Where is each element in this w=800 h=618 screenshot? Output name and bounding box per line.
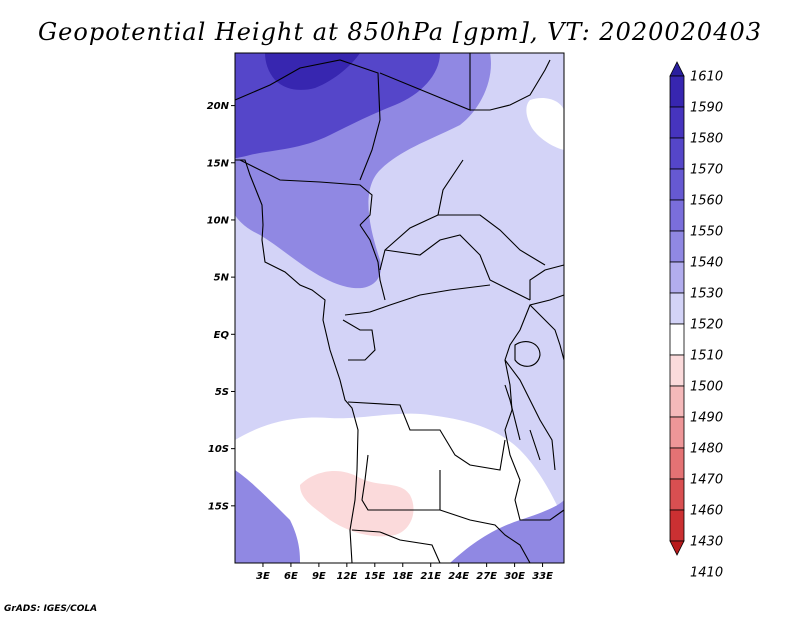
colorbar-swatch xyxy=(669,323,685,356)
lon-tick-label: 27E xyxy=(476,571,497,582)
colorbar-swatch xyxy=(669,230,685,263)
lat-tick-label: 20N xyxy=(207,101,230,112)
border-zambia-zimbabwe xyxy=(439,509,531,564)
height-field-southern-ring xyxy=(235,470,300,563)
colorbar-label: 1470 xyxy=(690,473,723,488)
colorbar-label: 1430 xyxy=(690,535,723,550)
lon-tick-label: 24E xyxy=(448,571,469,582)
colorbar-label: 1500 xyxy=(690,380,723,395)
lake-malawi xyxy=(529,429,541,461)
lon-tick-label: 15E xyxy=(364,571,385,582)
border-sudan-southsudan xyxy=(438,214,546,266)
border-namibia xyxy=(351,529,441,564)
border-cameroon xyxy=(359,224,386,301)
border-kenya xyxy=(529,304,565,361)
colorbar-label: 1610 xyxy=(690,70,723,85)
lon-tick-label: 3E xyxy=(256,571,270,582)
lon-tick-label: 6E xyxy=(284,571,298,582)
lon-tick-label: 30E xyxy=(504,571,525,582)
colorbar-label: 1510 xyxy=(690,349,723,364)
colorbar-swatch xyxy=(669,540,685,556)
country-borders xyxy=(234,53,565,564)
lat-tick-label: 15N xyxy=(207,158,230,169)
colorbar-swatch xyxy=(669,416,685,449)
colorbar: 1610 1590 1580 1570 1560 1550 1540 1530 1520 1510… xyxy=(669,61,723,581)
border-libya-chad xyxy=(234,59,381,181)
border-drc-angola xyxy=(347,401,506,471)
colorbar-label: 1480 xyxy=(690,442,723,457)
border-drc-north xyxy=(344,284,491,316)
colorbar-label: 1580 xyxy=(690,132,723,147)
chart-title: Geopotential Height at 850hPa [gpm], VT:… xyxy=(38,18,762,46)
longitude-axis: 3E 6E 9E 12E 15E 18E 21E 24E 27E 30E 33E xyxy=(256,563,553,582)
colorbar-label: 1490 xyxy=(690,411,723,426)
lat-tick-label: 5S xyxy=(215,387,229,398)
colorbar-swatch xyxy=(669,106,685,139)
colorbar-label: 1590 xyxy=(690,101,723,116)
coastline-west xyxy=(235,159,359,564)
map-panel xyxy=(234,52,565,564)
lon-tick-label: 33E xyxy=(532,571,553,582)
colorbar-swatch xyxy=(669,168,685,201)
lon-tick-label: 9E xyxy=(312,571,326,582)
colorbar-swatch xyxy=(669,447,685,480)
lat-tick-label: 10S xyxy=(208,444,229,455)
colorbar-label: 1540 xyxy=(690,256,723,271)
colorbar-swatch xyxy=(669,478,685,511)
colorbar-label: 1550 xyxy=(690,225,723,240)
latitude-axis: 20N 15N 10N 5N EQ 5S 10S 15S xyxy=(207,101,235,512)
colorbar-swatch xyxy=(669,137,685,170)
lat-tick-label: 10N xyxy=(207,215,230,226)
lon-tick-label: 21E xyxy=(420,571,441,582)
colorbar-label: 1410 xyxy=(690,566,723,581)
height-field-1500-band xyxy=(300,470,414,537)
colorbar-swatch xyxy=(669,261,685,294)
lake-victoria xyxy=(514,341,541,367)
lon-tick-label: 18E xyxy=(392,571,413,582)
colorbar-label: 1530 xyxy=(690,287,723,302)
colorbar-label: 1560 xyxy=(690,194,723,209)
colorbar-label: 1460 xyxy=(690,504,723,519)
colorbar-swatch xyxy=(669,292,685,325)
colorbar-swatch xyxy=(669,199,685,232)
colorbar-swatch xyxy=(669,75,685,108)
lat-tick-label: 5N xyxy=(214,273,230,284)
colorbar-swatch xyxy=(669,354,685,387)
height-field-southeast-ring xyxy=(450,500,564,563)
colorbar-swatch xyxy=(669,61,685,77)
lake-tanganyika xyxy=(504,384,521,441)
border-tanzania xyxy=(504,359,556,471)
credit-text: GrADS: IGES/COLA xyxy=(4,604,98,614)
lon-tick-label: 12E xyxy=(336,571,357,582)
height-field-east-1520-patch xyxy=(526,98,564,150)
height-field-1570-band xyxy=(265,53,360,90)
colorbar-swatch xyxy=(669,385,685,418)
border-angola-zambia xyxy=(361,454,441,511)
colorbar-label: 1570 xyxy=(690,163,723,178)
border-sahel xyxy=(239,159,373,226)
lat-tick-label: 15S xyxy=(208,501,229,512)
border-chad-sudan xyxy=(379,159,464,271)
border-ethiopia xyxy=(529,264,565,300)
lat-tick-label: EQ xyxy=(214,330,230,341)
map-frame xyxy=(234,52,565,564)
border-car xyxy=(384,234,531,301)
red-sea-coast xyxy=(470,59,551,111)
border-congo-gabon xyxy=(342,319,376,361)
colorbar-label: 1520 xyxy=(690,318,723,333)
colorbar-swatch xyxy=(669,509,685,542)
